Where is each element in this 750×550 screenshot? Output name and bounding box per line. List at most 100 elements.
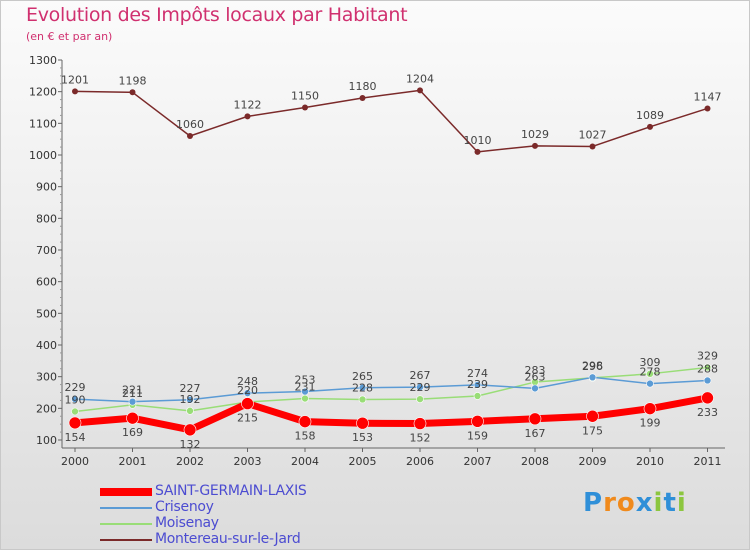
data-point bbox=[528, 412, 542, 426]
data-label: 167 bbox=[525, 427, 546, 440]
series-line bbox=[74, 89, 708, 153]
data-point bbox=[129, 89, 136, 96]
data-label: 228 bbox=[352, 381, 373, 394]
data-point bbox=[416, 383, 424, 391]
data-point bbox=[241, 397, 254, 410]
x-tick-label: 2007 bbox=[464, 455, 492, 468]
data-label: 1204 bbox=[406, 72, 434, 85]
chart-axes: 100 200 300 400 500 600 700 800 900 1000 1100 1200 1… bbox=[29, 54, 725, 468]
data-label: 227 bbox=[180, 382, 201, 395]
x-tick-label: 2010 bbox=[636, 455, 664, 468]
data-point bbox=[186, 395, 194, 404]
data-label: 329 bbox=[697, 349, 718, 362]
y-tick-label: 800 bbox=[36, 212, 57, 225]
data-label: 263 bbox=[525, 370, 546, 383]
data-label: 132 bbox=[180, 438, 201, 451]
data-label: 1027 bbox=[579, 128, 607, 141]
x-tick-label: 2000 bbox=[61, 455, 89, 468]
data-point bbox=[301, 387, 309, 396]
logo-letter: i bbox=[676, 488, 687, 518]
logo-letter: t bbox=[663, 488, 677, 518]
legend-swatch bbox=[100, 507, 152, 509]
data-point bbox=[704, 105, 711, 112]
y-tick-label: 1300 bbox=[29, 54, 57, 67]
data-point bbox=[586, 409, 599, 423]
legend-label: SAINT-GERMAIN-LAXIS bbox=[155, 483, 307, 499]
logo-letter: x bbox=[635, 488, 654, 518]
legend-label: Moisenay bbox=[155, 515, 219, 531]
data-label: 159 bbox=[467, 429, 488, 442]
data-label: 1201 bbox=[61, 73, 89, 86]
y-tick-label: 400 bbox=[36, 339, 57, 352]
data-label: 199 bbox=[640, 417, 661, 430]
data-point bbox=[71, 395, 79, 403]
x-tick-label: 2004 bbox=[291, 455, 319, 468]
data-label: 278 bbox=[640, 366, 661, 379]
series-line bbox=[74, 376, 708, 403]
data-point bbox=[473, 392, 482, 400]
data-point bbox=[358, 383, 367, 392]
y-tick-label: 500 bbox=[36, 307, 57, 320]
data-point bbox=[703, 363, 712, 372]
data-label: 1150 bbox=[291, 90, 319, 103]
logo-letter: i bbox=[653, 488, 664, 518]
data-point bbox=[301, 394, 309, 403]
x-tick-label: 2005 bbox=[349, 455, 377, 468]
data-point bbox=[701, 391, 714, 405]
x-tick-label: 2008 bbox=[521, 455, 549, 468]
legend-label: Montereau-sur-le-Jard bbox=[155, 531, 301, 547]
chart-plot-area bbox=[68, 87, 714, 437]
data-label: 169 bbox=[122, 426, 143, 439]
chart-legend: SAINT-GERMAIN-LAXIS Crisenoy Moisenay Mo… bbox=[100, 483, 360, 548]
y-tick-label: 1100 bbox=[29, 117, 57, 130]
data-point bbox=[474, 148, 481, 155]
data-point bbox=[298, 415, 312, 428]
data-label: 1029 bbox=[521, 128, 549, 141]
data-label: 239 bbox=[467, 378, 488, 391]
data-label: 220 bbox=[237, 384, 258, 397]
data-point bbox=[416, 395, 424, 403]
data-point bbox=[646, 370, 654, 378]
data-label: 283 bbox=[525, 364, 546, 377]
x-tick-label: 2006 bbox=[406, 455, 434, 468]
y-tick-label: 900 bbox=[36, 181, 57, 194]
data-point bbox=[359, 95, 366, 101]
data-label: 1060 bbox=[176, 118, 204, 131]
data-label: 1180 bbox=[349, 80, 377, 93]
data-label: 190 bbox=[65, 394, 86, 407]
data-label: 229 bbox=[65, 381, 86, 394]
data-point bbox=[643, 402, 657, 415]
data-label: 298 bbox=[582, 359, 603, 372]
data-point bbox=[471, 415, 484, 428]
data-point bbox=[71, 407, 79, 416]
data-label: 231 bbox=[295, 381, 316, 394]
data-label: 1089 bbox=[636, 109, 664, 122]
data-point bbox=[647, 123, 653, 130]
legend-swatch bbox=[100, 539, 152, 541]
data-point bbox=[187, 133, 193, 139]
chart-subtitle: (en € et par an) bbox=[26, 30, 113, 43]
y-tick-label: 1000 bbox=[29, 149, 57, 162]
data-point bbox=[183, 423, 197, 437]
data-point bbox=[703, 376, 712, 385]
data-label: 211 bbox=[122, 387, 143, 400]
data-label: 175 bbox=[582, 424, 603, 437]
data-point bbox=[589, 143, 596, 150]
data-label: 229 bbox=[410, 381, 431, 394]
data-label: 221 bbox=[122, 384, 143, 397]
series-line bbox=[74, 394, 709, 434]
y-tick-label: 300 bbox=[36, 371, 57, 384]
data-point bbox=[356, 416, 369, 430]
data-point bbox=[126, 411, 139, 425]
y-tick-label: 100 bbox=[36, 434, 57, 447]
legend-item-saint-germain-laxis: SAINT-GERMAIN-LAXIS bbox=[100, 483, 360, 500]
data-label: 288 bbox=[697, 362, 718, 375]
data-label: 267 bbox=[410, 369, 431, 382]
data-point bbox=[128, 397, 137, 406]
x-tick-label: 2002 bbox=[176, 455, 204, 468]
data-point bbox=[531, 384, 539, 393]
legend-item-crisenoy: Crisenoy bbox=[100, 499, 360, 516]
data-label: 1147 bbox=[694, 90, 722, 103]
chart-title: Evolution des Impôts locaux par Habitant bbox=[26, 4, 408, 26]
